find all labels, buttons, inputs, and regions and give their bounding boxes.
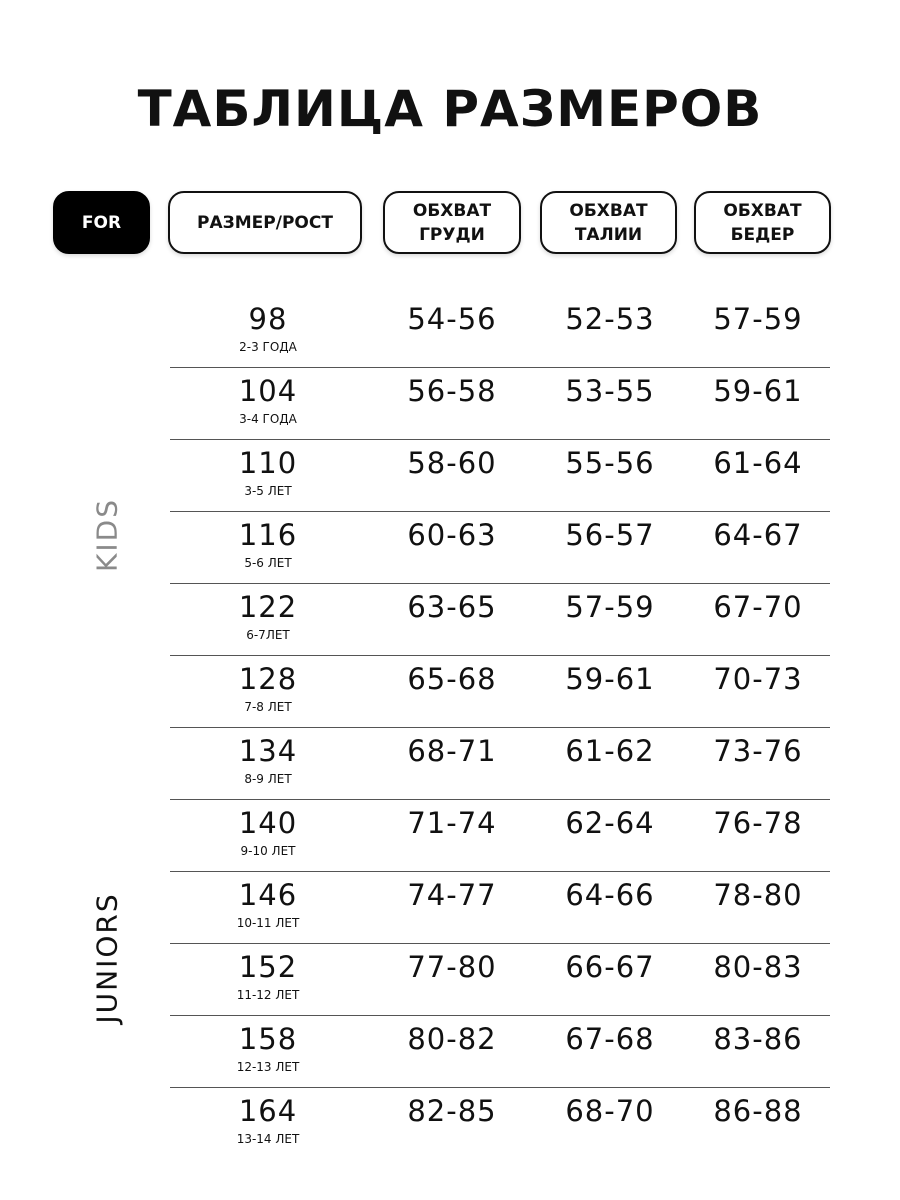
chest-cell: 60-63 bbox=[407, 518, 497, 552]
row-divider bbox=[170, 367, 830, 368]
size-cell: 164 bbox=[238, 1094, 298, 1128]
chest-cell: 63-65 bbox=[407, 590, 497, 624]
waist-cell: 53-55 bbox=[565, 374, 655, 408]
hips-cell: 78-80 bbox=[713, 878, 803, 912]
chest-cell: 82-85 bbox=[407, 1094, 497, 1128]
header-chest-line2: ГРУДИ bbox=[419, 224, 485, 245]
chest-cell: 71-74 bbox=[407, 806, 497, 840]
table-row: 152 11-12 ЛЕТ 77-80 66-67 80-83 bbox=[0, 944, 900, 1016]
waist-cell: 62-64 bbox=[565, 806, 655, 840]
table-row: 98 2-3 ГОДА 54-56 52-53 57-59 bbox=[0, 296, 900, 368]
table-row: 122 6-7ЛЕТ 63-65 57-59 67-70 bbox=[0, 584, 900, 656]
hips-cell: 70-73 bbox=[713, 662, 803, 696]
row-divider bbox=[170, 511, 830, 512]
chest-cell: 56-58 bbox=[407, 374, 497, 408]
size-cell: 134 bbox=[238, 734, 298, 768]
header-waist: ОБХВАТ ТАЛИИ bbox=[540, 191, 677, 254]
table-row: 116 5-6 ЛЕТ 60-63 56-57 64-67 bbox=[0, 512, 900, 584]
size-cell: 116 bbox=[238, 518, 298, 552]
chest-cell: 77-80 bbox=[407, 950, 497, 984]
chest-cell: 80-82 bbox=[407, 1022, 497, 1056]
chest-cell: 58-60 bbox=[407, 446, 497, 480]
chest-cell: 68-71 bbox=[407, 734, 497, 768]
age-cell: 13-14 ЛЕТ bbox=[236, 1132, 300, 1146]
hips-cell: 64-67 bbox=[713, 518, 803, 552]
row-divider bbox=[170, 727, 830, 728]
age-cell: 7-8 ЛЕТ bbox=[244, 700, 292, 714]
chest-cell: 65-68 bbox=[407, 662, 497, 696]
table-row: 104 3-4 ГОДА 56-58 53-55 59-61 bbox=[0, 368, 900, 440]
size-cell: 152 bbox=[238, 950, 298, 984]
age-cell: 5-6 ЛЕТ bbox=[244, 556, 292, 570]
page-title: ТАБЛИЦА РАЗМЕРОВ bbox=[137, 80, 763, 138]
row-divider bbox=[170, 439, 830, 440]
header-chest-line1: ОБХВАТ bbox=[412, 200, 492, 221]
header-chest: ОБХВАТ ГРУДИ bbox=[383, 191, 521, 254]
table-row: 146 10-11 ЛЕТ 74-77 64-66 78-80 bbox=[0, 872, 900, 944]
header-waist-line2: ТАЛИИ bbox=[574, 224, 643, 245]
waist-cell: 61-62 bbox=[565, 734, 655, 768]
waist-cell: 55-56 bbox=[565, 446, 655, 480]
header-hips: ОБХВАТ БЕДЕР bbox=[694, 191, 831, 254]
waist-cell: 57-59 bbox=[565, 590, 655, 624]
header-for: FOR bbox=[53, 191, 150, 254]
waist-cell: 66-67 bbox=[565, 950, 655, 984]
row-divider bbox=[170, 583, 830, 584]
size-cell: 140 bbox=[238, 806, 298, 840]
waist-cell: 52-53 bbox=[565, 302, 655, 336]
size-cell: 128 bbox=[238, 662, 298, 696]
age-cell: 3-4 ГОДА bbox=[239, 412, 297, 426]
row-divider bbox=[170, 1015, 830, 1016]
hips-cell: 76-78 bbox=[713, 806, 803, 840]
waist-cell: 64-66 bbox=[565, 878, 655, 912]
hips-cell: 61-64 bbox=[713, 446, 803, 480]
table-row: 158 12-13 ЛЕТ 80-82 67-68 83-86 bbox=[0, 1016, 900, 1088]
age-cell: 11-12 ЛЕТ bbox=[236, 988, 300, 1002]
hips-cell: 73-76 bbox=[713, 734, 803, 768]
age-cell: 3-5 ЛЕТ bbox=[244, 484, 292, 498]
row-divider bbox=[170, 799, 830, 800]
size-cell: 104 bbox=[238, 374, 298, 408]
row-divider bbox=[170, 655, 830, 656]
hips-cell: 57-59 bbox=[713, 302, 803, 336]
table-row: 140 9-10 ЛЕТ 71-74 62-64 76-78 bbox=[0, 800, 900, 872]
table-row: 134 8-9 ЛЕТ 68-71 61-62 73-76 bbox=[0, 728, 900, 800]
age-cell: 6-7ЛЕТ bbox=[246, 628, 290, 642]
age-cell: 9-10 ЛЕТ bbox=[240, 844, 296, 858]
header-hips-line1: ОБХВАТ bbox=[723, 200, 802, 221]
waist-cell: 67-68 bbox=[565, 1022, 655, 1056]
row-divider bbox=[170, 1087, 830, 1088]
header-waist-line1: ОБХВАТ bbox=[569, 200, 648, 221]
age-cell: 10-11 ЛЕТ bbox=[236, 916, 300, 930]
size-cell: 158 bbox=[238, 1022, 298, 1056]
hips-cell: 67-70 bbox=[713, 590, 803, 624]
row-divider bbox=[170, 943, 830, 944]
hips-cell: 83-86 bbox=[713, 1022, 803, 1056]
row-divider bbox=[170, 871, 830, 872]
header-hips-line2: БЕДЕР bbox=[730, 224, 795, 245]
size-cell: 98 bbox=[248, 302, 288, 336]
age-cell: 12-13 ЛЕТ bbox=[236, 1060, 300, 1074]
waist-cell: 56-57 bbox=[565, 518, 655, 552]
size-cell: 122 bbox=[238, 590, 298, 624]
header-size-height: РАЗМЕР/РОСТ bbox=[168, 191, 362, 254]
chest-cell: 74-77 bbox=[407, 878, 497, 912]
age-cell: 2-3 ГОДА bbox=[239, 340, 297, 354]
hips-cell: 80-83 bbox=[713, 950, 803, 984]
table-row: 110 3-5 ЛЕТ 58-60 55-56 61-64 bbox=[0, 440, 900, 512]
hips-cell: 59-61 bbox=[713, 374, 803, 408]
hips-cell: 86-88 bbox=[713, 1094, 803, 1128]
chest-cell: 54-56 bbox=[407, 302, 497, 336]
size-cell: 110 bbox=[238, 446, 298, 480]
table-row: 164 13-14 ЛЕТ 82-85 68-70 86-88 bbox=[0, 1088, 900, 1160]
waist-cell: 68-70 bbox=[565, 1094, 655, 1128]
waist-cell: 59-61 bbox=[565, 662, 655, 696]
size-cell: 146 bbox=[238, 878, 298, 912]
age-cell: 8-9 ЛЕТ bbox=[244, 772, 292, 786]
table-row: 128 7-8 ЛЕТ 65-68 59-61 70-73 bbox=[0, 656, 900, 728]
